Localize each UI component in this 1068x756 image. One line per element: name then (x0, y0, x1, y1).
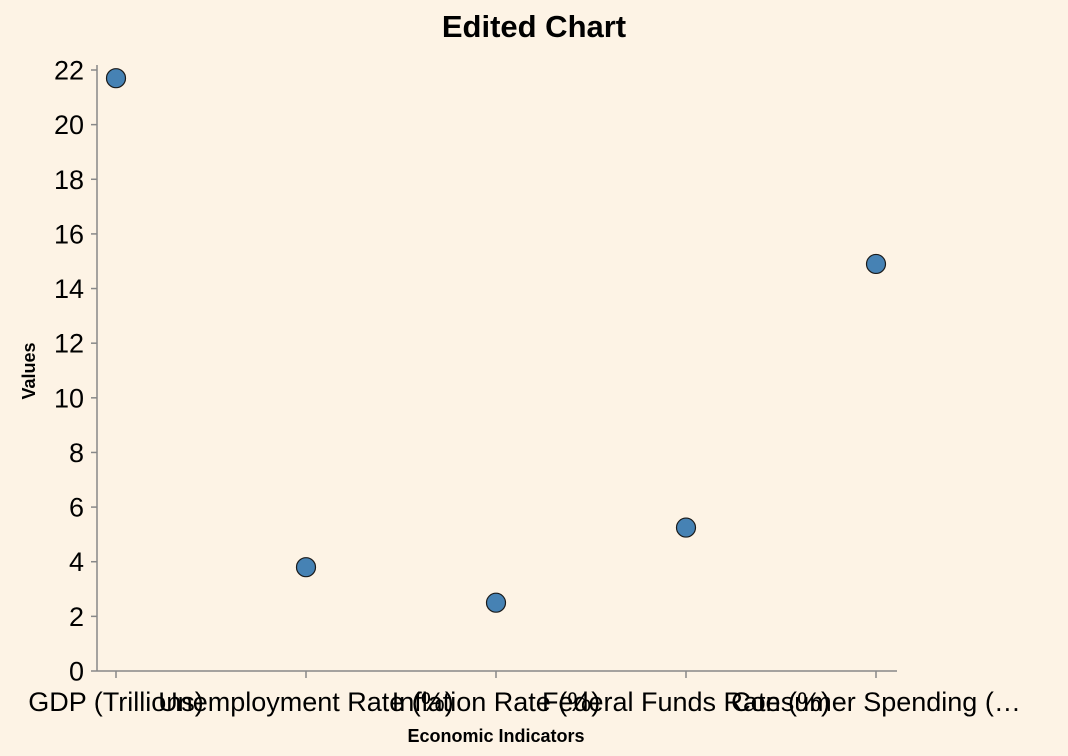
y-axis: 0 2 4 6 8 10 12 14 16 18 20 22 (54, 56, 98, 687)
y-tick-label: 22 (54, 56, 84, 86)
y-tick-label: 4 (69, 547, 84, 577)
data-point[interactable] (675, 517, 697, 538)
x-tick-label: Federal Funds Rate (%) (542, 687, 830, 717)
y-tick-label: 6 (69, 493, 84, 523)
y-tick-label: 12 (54, 329, 84, 359)
y-tick-label: 10 (54, 383, 84, 413)
x-axis: GDP (Trillions)Unemployment Rate (%)Infl… (28, 670, 1021, 717)
x-tick-label: GDP (Trillions) (28, 687, 204, 717)
x-tick-label: Inflation Rate (%) (392, 687, 601, 717)
data-point[interactable] (865, 253, 887, 275)
data-point[interactable] (295, 557, 317, 578)
data-point[interactable] (485, 592, 507, 613)
data-points (105, 68, 887, 613)
y-tick-label: 14 (54, 274, 84, 304)
y-axis-title: Values (19, 342, 39, 399)
y-tick-label: 0 (69, 657, 84, 687)
x-axis-title: Economic Indicators (407, 726, 584, 746)
chart-title: Edited Chart (442, 9, 626, 44)
x-tick-label: Consumer Spending (… (731, 687, 1021, 717)
y-tick-label: 18 (54, 165, 84, 195)
data-point[interactable] (105, 68, 127, 89)
y-tick-label: 8 (69, 438, 84, 468)
y-tick-label: 16 (54, 219, 84, 249)
y-tick-label: 2 (69, 602, 84, 632)
x-tick-label: Unemployment Rate (%) (158, 687, 454, 717)
y-tick-label: 20 (54, 110, 84, 140)
